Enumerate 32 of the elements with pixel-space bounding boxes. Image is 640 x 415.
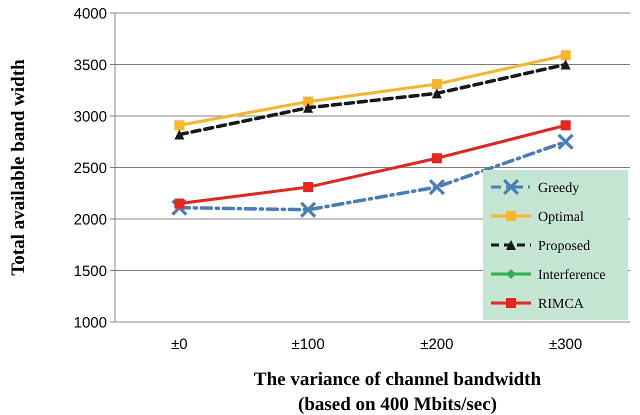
y-tick-label: 3500 <box>74 56 107 74</box>
y-tick-label: 2500 <box>74 160 107 177</box>
point <box>303 182 314 192</box>
y-axis-title: Total available band width <box>8 58 29 276</box>
point <box>432 153 442 164</box>
point <box>174 120 184 130</box>
point <box>303 96 314 107</box>
x-tick-label: ±300 <box>548 336 582 353</box>
point <box>303 102 314 113</box>
point <box>560 120 571 130</box>
y-tick-label: 1500 <box>74 262 107 280</box>
point <box>300 202 316 218</box>
legend-label: Interference <box>538 268 606 283</box>
legend-label: Proposed <box>538 238 590 254</box>
legend-label: Optimal <box>538 210 584 225</box>
y-tick-label: 4000 <box>74 5 107 22</box>
y-tick-label: 1000 <box>74 314 107 332</box>
y-tick-label: 3000 <box>74 108 107 126</box>
point <box>174 130 184 140</box>
point <box>432 79 442 90</box>
y-tick-label: 2000 <box>74 211 107 228</box>
x-axis-title: The variance of channel bandwidth (based on 400 Mbits/sec) <box>254 369 542 415</box>
legend-label: RIMCA <box>538 296 585 312</box>
x-tick-label: ±200 <box>420 336 454 353</box>
point <box>428 179 445 196</box>
point <box>560 50 571 60</box>
x-tick-label: ±0 <box>171 336 188 353</box>
point <box>558 134 574 150</box>
point <box>432 88 442 98</box>
x-tick-label: ±100 <box>291 336 325 353</box>
point <box>560 60 571 70</box>
legend-label: Greedy <box>538 180 580 196</box>
